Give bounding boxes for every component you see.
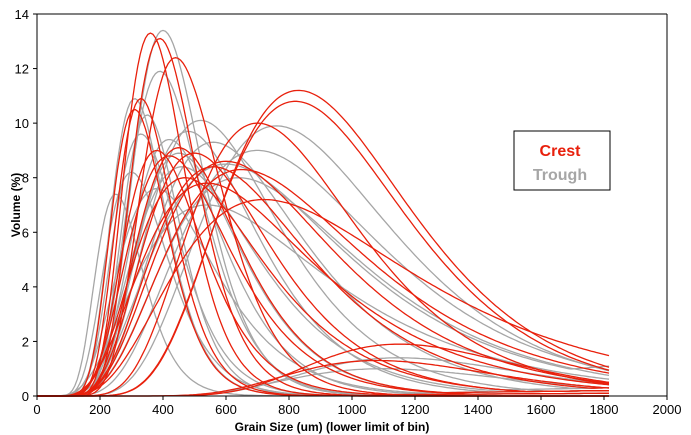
legend-label-trough: Trough	[533, 167, 587, 184]
series-line-crest-35	[37, 149, 609, 397]
series-line-trough-2	[37, 70, 609, 397]
series-line-trough-9	[37, 149, 610, 397]
series-line-crest-23	[37, 57, 609, 397]
series-line-trough-10	[37, 163, 610, 397]
series-line-crest-37	[37, 182, 610, 397]
y-tick-label: 0	[22, 389, 29, 404]
y-axis-title: Volume (%)	[9, 173, 23, 237]
series-line-trough-11	[37, 177, 610, 397]
series-line-trough-16	[37, 166, 610, 397]
y-tick-label: 6	[22, 225, 29, 240]
legend-label-crest: Crest	[540, 143, 582, 160]
x-tick-label: 600	[215, 402, 237, 417]
series-line-crest-36	[37, 177, 609, 397]
series-line-crest-31	[37, 160, 610, 397]
x-tick-label: 200	[89, 402, 111, 417]
series-line-trough-8	[37, 125, 610, 397]
x-tick-label: 1400	[464, 402, 493, 417]
x-tick-label: 1200	[401, 402, 430, 417]
series-line-crest-28	[37, 122, 610, 397]
y-tick-label: 4	[22, 280, 29, 295]
x-tick-label: 0	[33, 402, 40, 417]
x-tick-label: 1800	[590, 402, 619, 417]
legend: Crest Trough	[513, 130, 611, 191]
legend-box	[513, 130, 611, 191]
y-tick-label: 2	[22, 334, 29, 349]
x-tick-label: 1600	[527, 402, 556, 417]
y-tick-label: 12	[15, 62, 29, 77]
series-layer	[37, 29, 610, 397]
y-tick-label: 14	[15, 7, 29, 22]
series-line-crest-27	[37, 100, 610, 397]
x-axis-title: Grain Size (um) (lower limit of bin)	[235, 420, 430, 434]
x-tick-label: 400	[152, 402, 174, 417]
y-tick-label: 8	[22, 171, 29, 186]
x-tick-label: 800	[278, 402, 300, 417]
x-tick-label: 2000	[653, 402, 682, 417]
x-tick-label: 1000	[338, 402, 367, 417]
series-line-crest-38	[37, 198, 610, 397]
y-tick-label: 10	[15, 116, 29, 131]
ticks-layer: 0 200 400 600 800 1000 1200 1400 1600 1800 2000 0 2 4…	[15, 7, 682, 417]
series-line-crest-32	[37, 166, 610, 397]
